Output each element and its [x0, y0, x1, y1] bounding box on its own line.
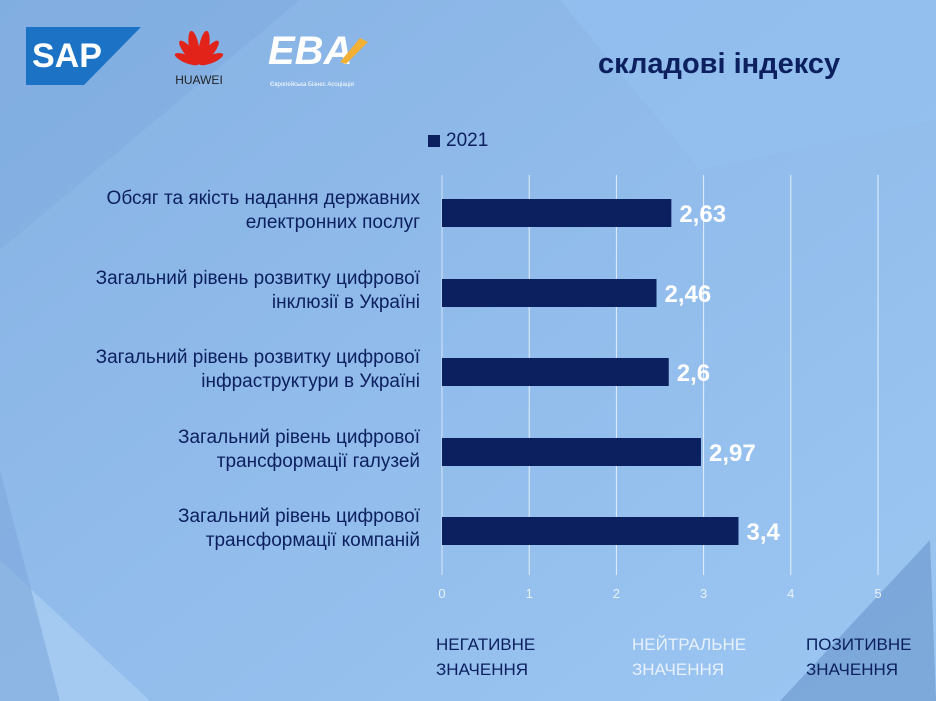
data-label: 2,63: [679, 201, 726, 228]
category-label-line: Загальний рівень цифрової: [178, 506, 420, 527]
category-label-line: трансформації компаній: [205, 530, 420, 551]
category-label: Загальний рівень цифрової трансформації г…: [0, 426, 420, 474]
zone-label-line: НЕЙТРАЛЬНЕ: [632, 635, 747, 654]
data-label: 2,97: [709, 440, 756, 467]
bar: [442, 438, 701, 466]
category-label: Загальний рівень розвитку цифрової інфрас…: [0, 346, 420, 394]
legend-swatch: [428, 135, 440, 147]
sap-logo: SAP: [26, 27, 141, 85]
x-tick-label: 0: [438, 586, 445, 601]
zone-label-line: ЗНАЧЕННЯ: [436, 660, 529, 679]
svg-text:HUAWEI: HUAWEI: [175, 73, 223, 87]
category-label: Загальний рівень цифрової трансформації к…: [0, 505, 420, 553]
category-label-line: трансформації галузей: [216, 451, 420, 472]
zone-label: НЕЙТРАЛЬНЕ ЗНАЧЕННЯ: [632, 632, 746, 682]
legend: 2021: [428, 130, 488, 152]
bar: [442, 358, 669, 386]
page-title: складові індексу: [598, 48, 841, 80]
zone-label-line: ЗНАЧЕННЯ: [806, 660, 899, 679]
bar: [442, 517, 739, 545]
x-tick-label: 2: [613, 586, 620, 601]
category-label: Обсяг та якість надання державних електро…: [0, 187, 420, 235]
svg-text:Європейська Бізнес Асоціація: Європейська Бізнес Асоціація: [270, 81, 354, 88]
zone-label: ПОЗИТИВНЕ ЗНАЧЕННЯ: [806, 632, 912, 682]
bar: [442, 279, 657, 307]
zone-label-line: ПОЗИТИВНЕ: [806, 635, 912, 654]
eba-logo: EBA Європейська Бізнес Асоціація: [268, 29, 368, 88]
x-tick-label: 4: [787, 586, 794, 601]
category-label: Загальний рівень розвитку цифрової інклюз…: [0, 267, 420, 315]
legend-label: 2021: [446, 130, 489, 151]
data-label: 2,6: [677, 360, 710, 387]
huawei-logo: HUAWEI: [174, 30, 224, 87]
svg-text:SAP: SAP: [32, 37, 102, 75]
data-label: 2,46: [665, 281, 712, 308]
bar: [442, 199, 672, 227]
svg-text:EBA: EBA: [268, 29, 352, 73]
category-label-line: Загальний рівень розвитку цифрової: [95, 268, 420, 289]
zone-label-line: ЗНАЧЕННЯ: [632, 660, 725, 679]
x-tick-label: 3: [700, 586, 707, 601]
category-label-line: Загальний рівень розвитку цифрової: [95, 347, 420, 368]
data-label: 3,4: [746, 519, 780, 546]
category-label-line: Загальний рівень цифрової: [178, 427, 420, 448]
zone-label: НЕГАТИВНЕ ЗНАЧЕННЯ: [436, 632, 535, 682]
zone-label-line: НЕГАТИВНЕ: [436, 635, 536, 654]
x-tick-label: 5: [874, 586, 881, 601]
category-label-line: інфраструктури в Україні: [201, 371, 420, 392]
category-label-line: Обсяг та якість надання державних: [106, 188, 420, 209]
category-label-line: інклюзії в Україні: [271, 292, 420, 313]
category-label-line: електронних послуг: [245, 212, 420, 233]
x-tick-label: 1: [526, 586, 533, 601]
